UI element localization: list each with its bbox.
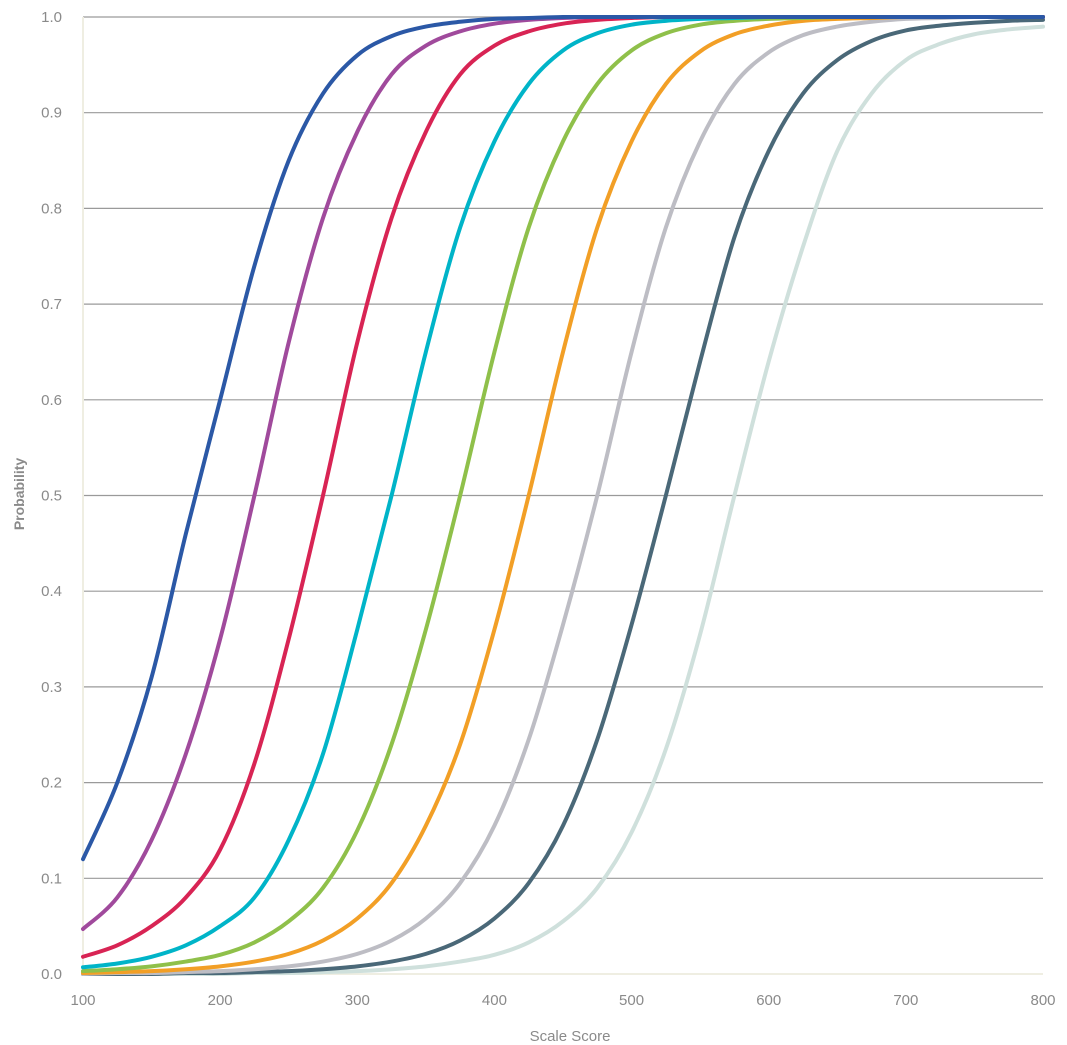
y-tick-label: 1.0: [41, 9, 62, 26]
x-tick-label: 100: [70, 992, 95, 1009]
curves: [81, 15, 1045, 977]
y-tick-label: 0.2: [41, 775, 62, 792]
series-line-7: [81, 15, 1045, 976]
x-tick-label: 300: [345, 992, 370, 1009]
series-line-1: [81, 15, 1045, 862]
y-tick-label: 0.9: [41, 105, 62, 122]
y-tick-label: 0.7: [41, 296, 62, 313]
y-tick-labels: 0.0 0.1 0.2 0.3 0.4 0.5 0.6 0.7 0.8 0.9 1.0: [41, 9, 62, 983]
series-line-2: [81, 15, 1045, 932]
gridlines: [83, 16, 1043, 879]
x-tick-label: 500: [619, 992, 644, 1009]
x-tick-label: 200: [208, 992, 233, 1009]
y-tick-label: 0.8: [41, 200, 62, 217]
x-tick-labels: 100 200 300 400 500 600 700 800: [70, 992, 1055, 1009]
x-tick-label: 800: [1030, 992, 1055, 1009]
y-tick-label: 0.4: [41, 583, 62, 600]
x-tick-label: 600: [756, 992, 781, 1009]
series-line-8: [81, 17, 1045, 977]
y-axis-title: Probability: [11, 458, 27, 531]
y-tick-label: 0.5: [41, 488, 62, 505]
series-line-3: [81, 15, 1045, 959]
x-axis-title: Scale Score: [530, 1028, 611, 1045]
x-tick-label: 400: [482, 992, 507, 1009]
y-tick-label: 0.6: [41, 392, 62, 409]
y-tick-label: 0.1: [41, 870, 62, 887]
y-tick-label: 0.3: [41, 679, 62, 696]
x-tick-label: 700: [893, 992, 918, 1009]
y-tick-label: 0.0: [41, 966, 62, 983]
